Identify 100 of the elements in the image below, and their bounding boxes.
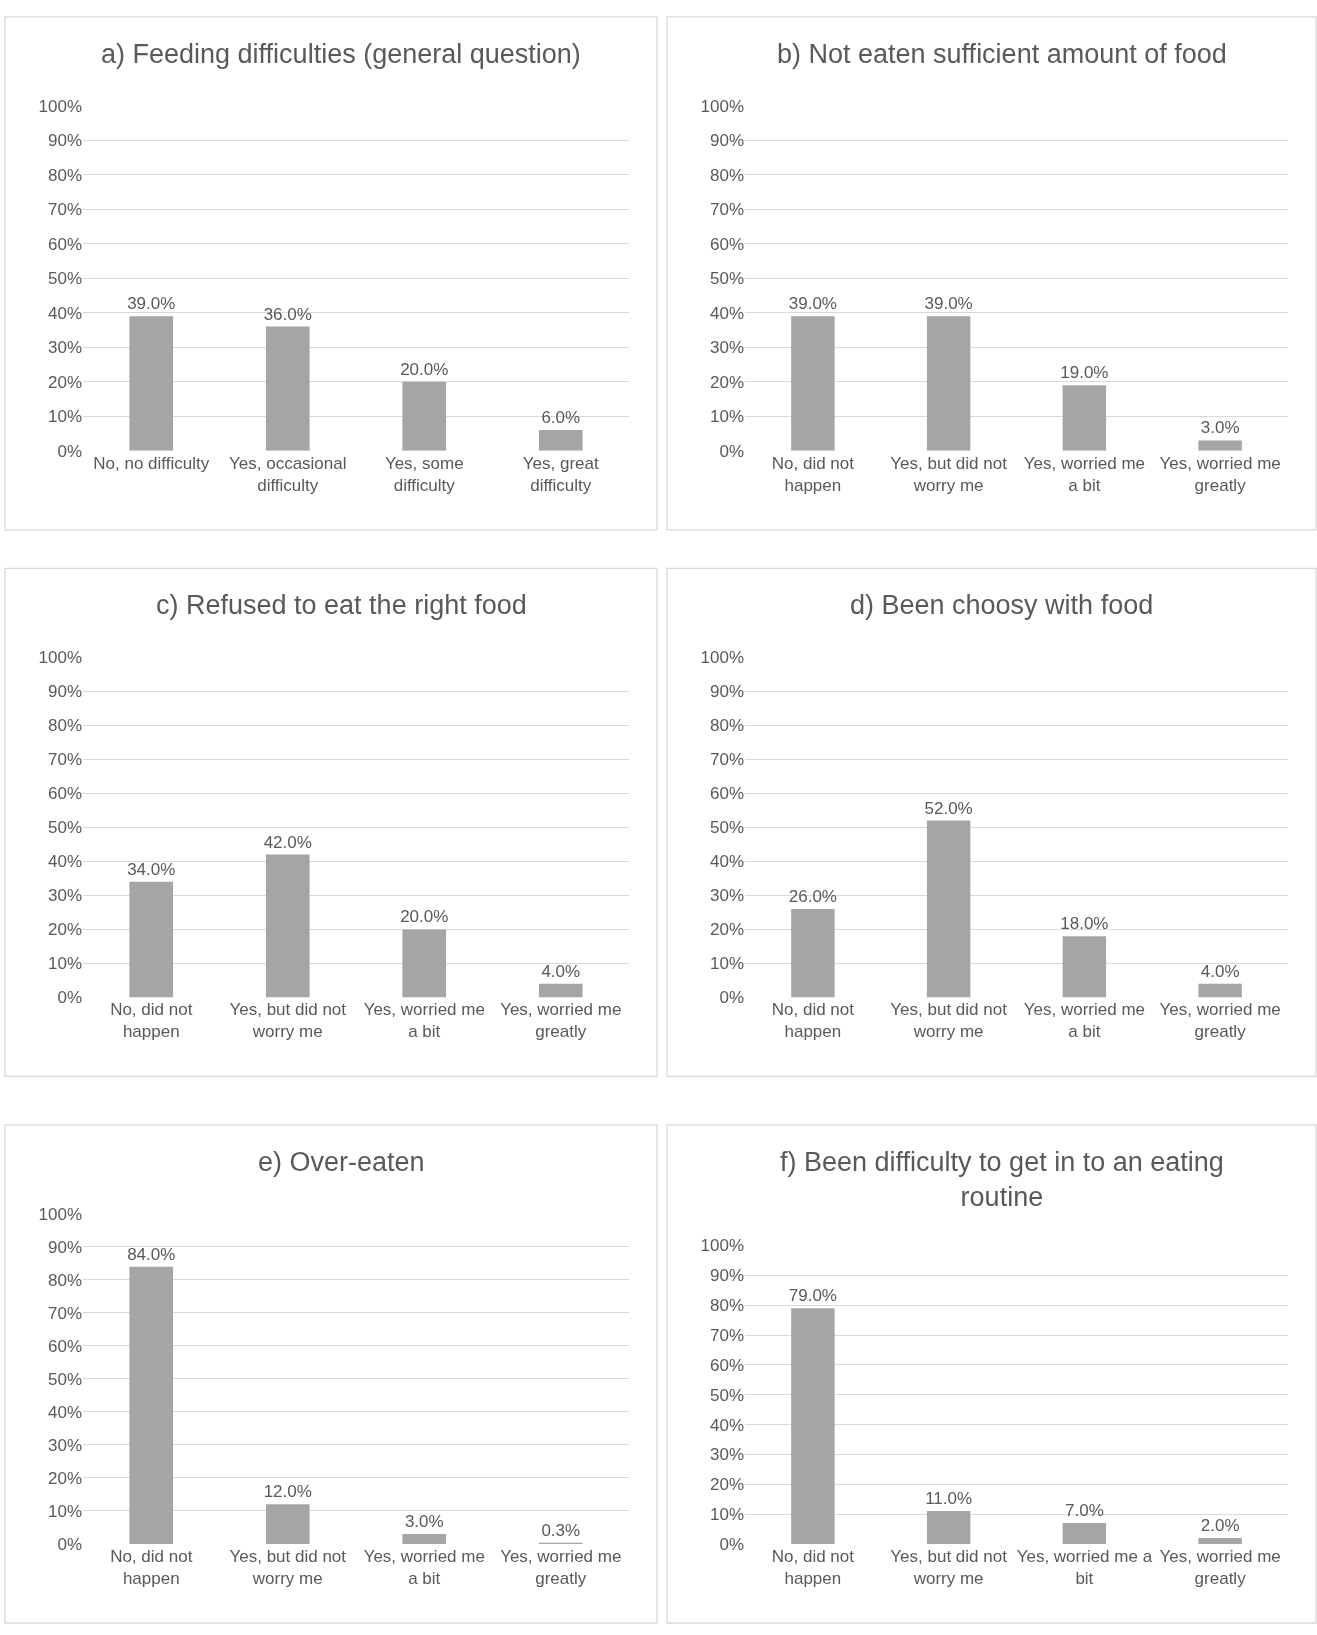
y-tick-label: 0%	[57, 988, 82, 1008]
y-tick-label: 0%	[719, 1534, 744, 1554]
bar	[1062, 936, 1107, 998]
data-label: 79.0%	[788, 1286, 837, 1306]
y-tick-label: 60%	[709, 1355, 744, 1375]
y-tick-label: 60%	[47, 1336, 82, 1356]
y-tick-label: 40%	[709, 852, 744, 872]
y-tick-label: 40%	[709, 303, 744, 323]
y-tick-label: 60%	[709, 234, 744, 254]
y-tick-label: 100%	[700, 1236, 744, 1256]
x-tick-label: Yes, some difficulty	[384, 453, 464, 495]
y-tick-label: 100%	[700, 96, 744, 116]
bar	[1198, 983, 1242, 998]
bar	[402, 929, 447, 998]
y-tick-label: 50%	[47, 269, 82, 289]
x-tick-label: Yes, worried me greatly	[1159, 1546, 1281, 1589]
bar	[1198, 440, 1242, 451]
y-tick-label: 50%	[47, 818, 82, 838]
x-tick-label: Yes, worried me a bit	[1023, 1000, 1145, 1042]
bar	[265, 854, 310, 998]
y-tick-label: 70%	[709, 200, 744, 220]
chart-title: c) Refused to eat the right food	[156, 590, 527, 620]
x-tick-label: Yes, worried me a bit	[363, 1000, 485, 1042]
data-label: 3.0%	[404, 1512, 444, 1532]
x-tick-label: No, did not happen	[771, 1000, 855, 1042]
data-label: 4.0%	[541, 961, 581, 981]
x-tick-label: No, did not happen	[771, 1546, 855, 1589]
y-tick-label: 50%	[709, 1385, 744, 1405]
y-tick-label: 50%	[709, 818, 744, 838]
y-tick-label: 90%	[709, 131, 744, 151]
data-label: 84.0%	[127, 1244, 176, 1264]
y-tick-label: 30%	[47, 1435, 82, 1455]
x-tick-label: Yes, but did not worry me	[890, 453, 1008, 495]
y-tick-label: 0%	[57, 441, 82, 461]
y-tick-label: 10%	[47, 407, 82, 427]
data-label: 36.0%	[263, 304, 312, 324]
chart-title: b) Not eaten sufficient amount of food	[777, 39, 1227, 69]
y-tick-label: 80%	[47, 716, 82, 736]
data-label: 34.0%	[127, 859, 176, 879]
y-tick-label: 0%	[57, 1534, 82, 1554]
y-tick-label: 90%	[47, 1237, 82, 1257]
y-tick-label: 90%	[47, 131, 82, 151]
data-label: 3.0%	[1200, 418, 1240, 438]
y-tick-label: 10%	[709, 954, 744, 974]
data-label: 42.0%	[263, 832, 312, 852]
bar	[1062, 1523, 1107, 1544]
data-label: 20.0%	[400, 359, 449, 379]
y-tick-label: 90%	[709, 1266, 744, 1286]
y-tick-label: 20%	[709, 1475, 744, 1495]
chart-title: e) Over-eaten	[258, 1147, 425, 1177]
x-tick-label: Yes, worried me a bit	[363, 1546, 485, 1589]
bar	[926, 316, 971, 451]
y-tick-label: 70%	[47, 1303, 82, 1323]
bar	[791, 316, 835, 451]
bar	[129, 881, 174, 998]
chart-title: d) Been choosy with food	[850, 590, 1154, 620]
x-tick-label: Yes, but did not worry me	[229, 1000, 347, 1042]
bar	[402, 381, 447, 451]
bar	[402, 1534, 447, 1544]
x-tick-label: Yes, but did not worry me	[890, 1000, 1008, 1042]
y-tick-label: 40%	[709, 1415, 744, 1435]
data-label: 26.0%	[788, 886, 837, 906]
y-tick-label: 50%	[47, 1369, 82, 1389]
x-tick-label: No, no difficulty	[93, 453, 210, 473]
data-label: 18.0%	[1060, 914, 1109, 934]
bar	[926, 1511, 971, 1544]
y-tick-label: 30%	[47, 338, 82, 358]
y-tick-label: 60%	[47, 234, 82, 254]
bar	[129, 1266, 174, 1544]
data-label: 0.3%	[541, 1520, 581, 1540]
x-tick-label: No, did not happen	[110, 1000, 193, 1042]
y-tick-label: 20%	[47, 372, 82, 392]
chart-title: a) Feeding difficulties (general question)	[101, 39, 581, 69]
x-tick-label: No, did not happen	[110, 1546, 193, 1589]
data-label: 4.0%	[1200, 961, 1240, 981]
data-label: 2.0%	[1200, 1515, 1240, 1535]
y-tick-label: 70%	[47, 200, 82, 220]
data-label: 12.0%	[263, 1482, 312, 1502]
data-label: 6.0%	[541, 408, 581, 428]
y-tick-label: 70%	[47, 750, 82, 770]
data-label: 20.0%	[400, 907, 449, 927]
y-tick-label: 80%	[47, 165, 82, 185]
y-tick-label: 30%	[709, 1445, 744, 1465]
y-tick-label: 40%	[47, 303, 82, 323]
y-tick-label: 30%	[709, 886, 744, 906]
y-tick-label: 70%	[709, 750, 744, 770]
y-tick-label: 80%	[709, 165, 744, 185]
y-tick-label: 30%	[47, 886, 82, 906]
y-tick-label: 90%	[709, 682, 744, 702]
x-tick-label: No, did not happen	[771, 453, 855, 495]
y-tick-label: 40%	[47, 852, 82, 872]
data-label: 39.0%	[788, 294, 837, 314]
y-tick-label: 100%	[38, 648, 82, 668]
bar	[926, 820, 971, 998]
data-label: 39.0%	[127, 294, 176, 314]
chart-title: f) Been difficulty to get in to an eating routine	[780, 1147, 1224, 1213]
y-tick-label: 60%	[47, 784, 82, 804]
y-tick-label: 10%	[709, 407, 744, 427]
x-tick-label: Yes, but did not worry me	[890, 1546, 1008, 1589]
x-tick-label: Yes, worried me greatly	[1159, 453, 1281, 495]
